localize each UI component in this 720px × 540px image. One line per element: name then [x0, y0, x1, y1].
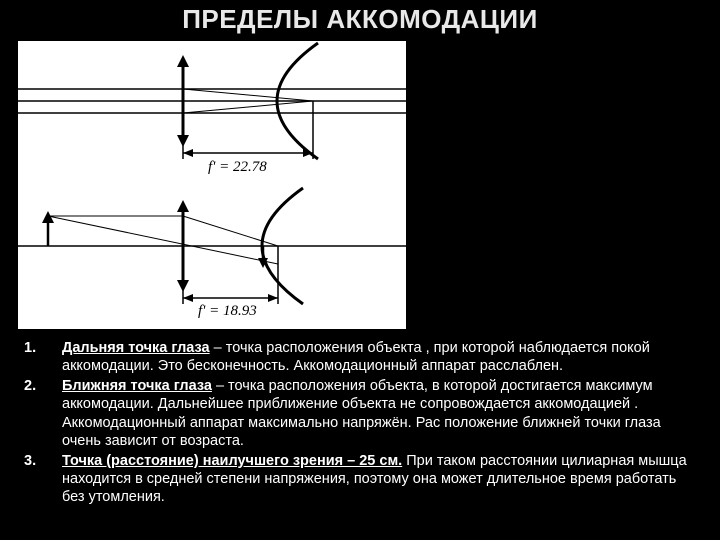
list-body: Точка (расстояние) наилучшего зрения – 2…: [62, 452, 696, 506]
list-body: Ближняя точка глаза – точка расположения…: [62, 377, 696, 450]
list-body: Дальняя точка глаза – точка расположения…: [62, 339, 696, 375]
list-item: 3. Точка (расстояние) наилучшего зрения …: [24, 452, 696, 506]
term: Дальняя точка глаза: [62, 340, 210, 356]
list-number: 3.: [24, 452, 62, 506]
term: Ближняя точка глаза: [62, 378, 212, 394]
definitions-list: 1. Дальняя точка глаза – точка расположе…: [0, 329, 720, 506]
optics-diagram: f' = 22.78 f' = 18.93: [18, 41, 406, 329]
focal-label-upper: f' = 22.78: [208, 159, 267, 176]
page-title: ПРЕДЕЛЫ АККОМОДАЦИИ: [0, 0, 720, 35]
list-item: 2. Ближняя точка глаза – точка расположе…: [24, 377, 696, 450]
list-number: 2.: [24, 377, 62, 450]
focal-label-lower: f' = 18.93: [198, 303, 257, 320]
list-item: 1. Дальняя точка глаза – точка расположе…: [24, 339, 696, 375]
list-number: 1.: [24, 339, 62, 375]
term: Точка (расстояние) наилучшего зрения – 2…: [62, 453, 402, 469]
